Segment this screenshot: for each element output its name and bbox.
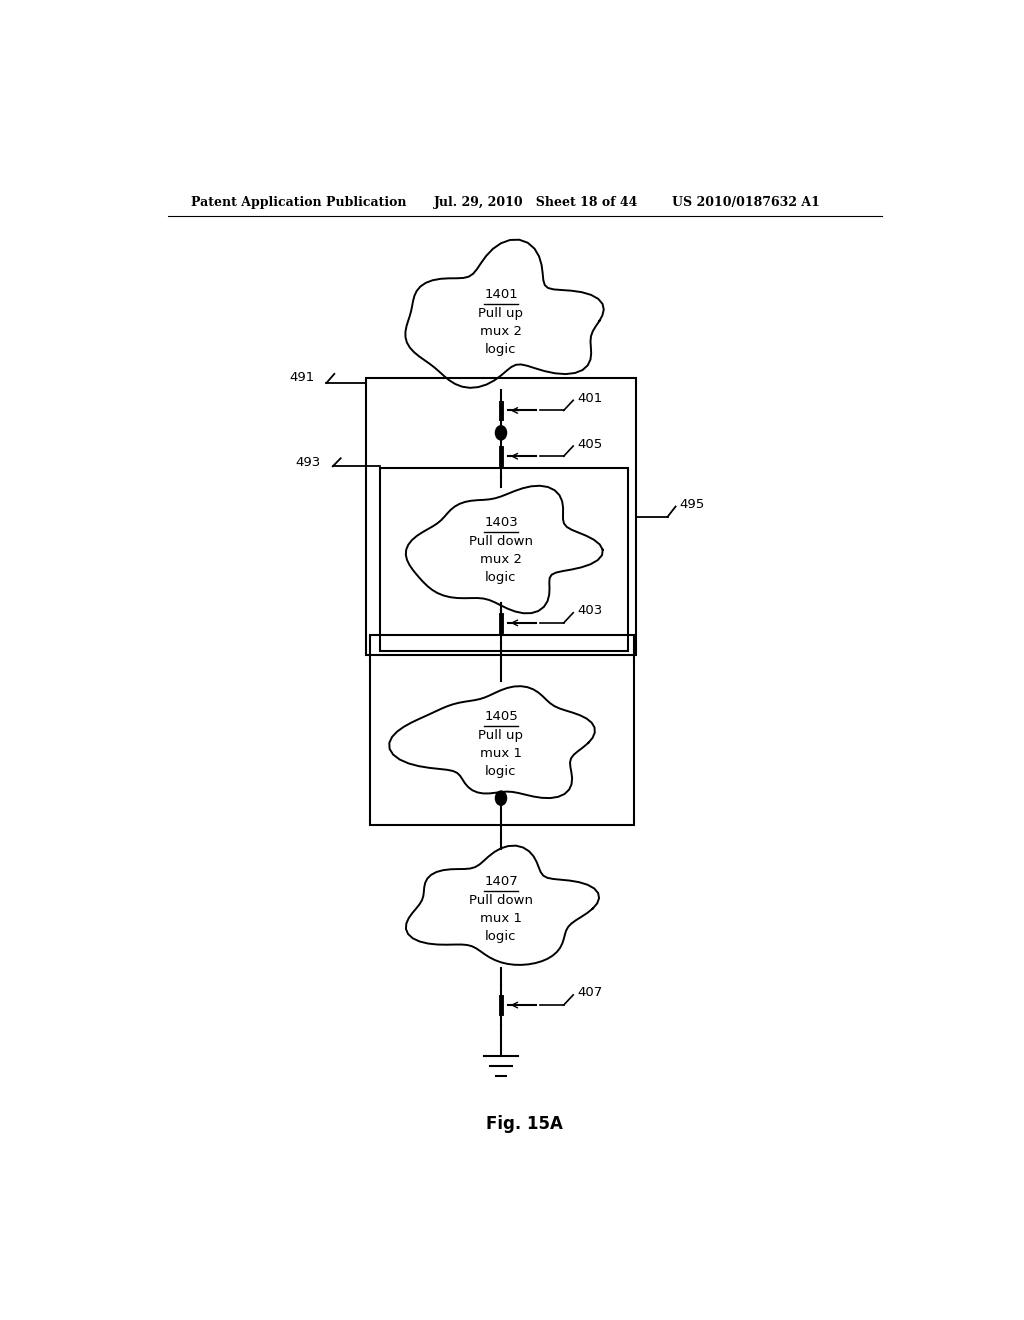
Text: 491: 491 [289,371,314,384]
Text: 1401: 1401 [484,288,518,301]
Bar [370,635,634,825]
Text: Pull up
mux 1
logic: Pull up mux 1 logic [478,729,523,777]
Circle shape [496,791,507,805]
Bar [367,378,636,656]
Circle shape [496,426,507,440]
Text: Pull down
mux 1
logic: Pull down mux 1 logic [469,894,532,944]
Text: 407: 407 [578,986,602,999]
Text: Patent Application Publication: Patent Application Publication [191,195,407,209]
Text: 401: 401 [578,392,602,405]
Text: Jul. 29, 2010   Sheet 18 of 44: Jul. 29, 2010 Sheet 18 of 44 [433,195,638,209]
Text: US 2010/0187632 A1: US 2010/0187632 A1 [672,195,819,209]
Bar [380,469,628,651]
Text: 495: 495 [680,498,705,511]
Text: Fig. 15A: Fig. 15A [486,1115,563,1133]
Text: Pull up
mux 2
logic: Pull up mux 2 logic [478,306,523,356]
Text: Pull down
mux 2
logic: Pull down mux 2 logic [469,536,532,585]
Text: 1403: 1403 [484,516,518,529]
Text: 403: 403 [578,605,602,618]
Text: 1407: 1407 [484,875,518,888]
Text: 405: 405 [578,437,602,450]
Text: 1405: 1405 [484,710,518,722]
Text: 493: 493 [296,455,321,469]
